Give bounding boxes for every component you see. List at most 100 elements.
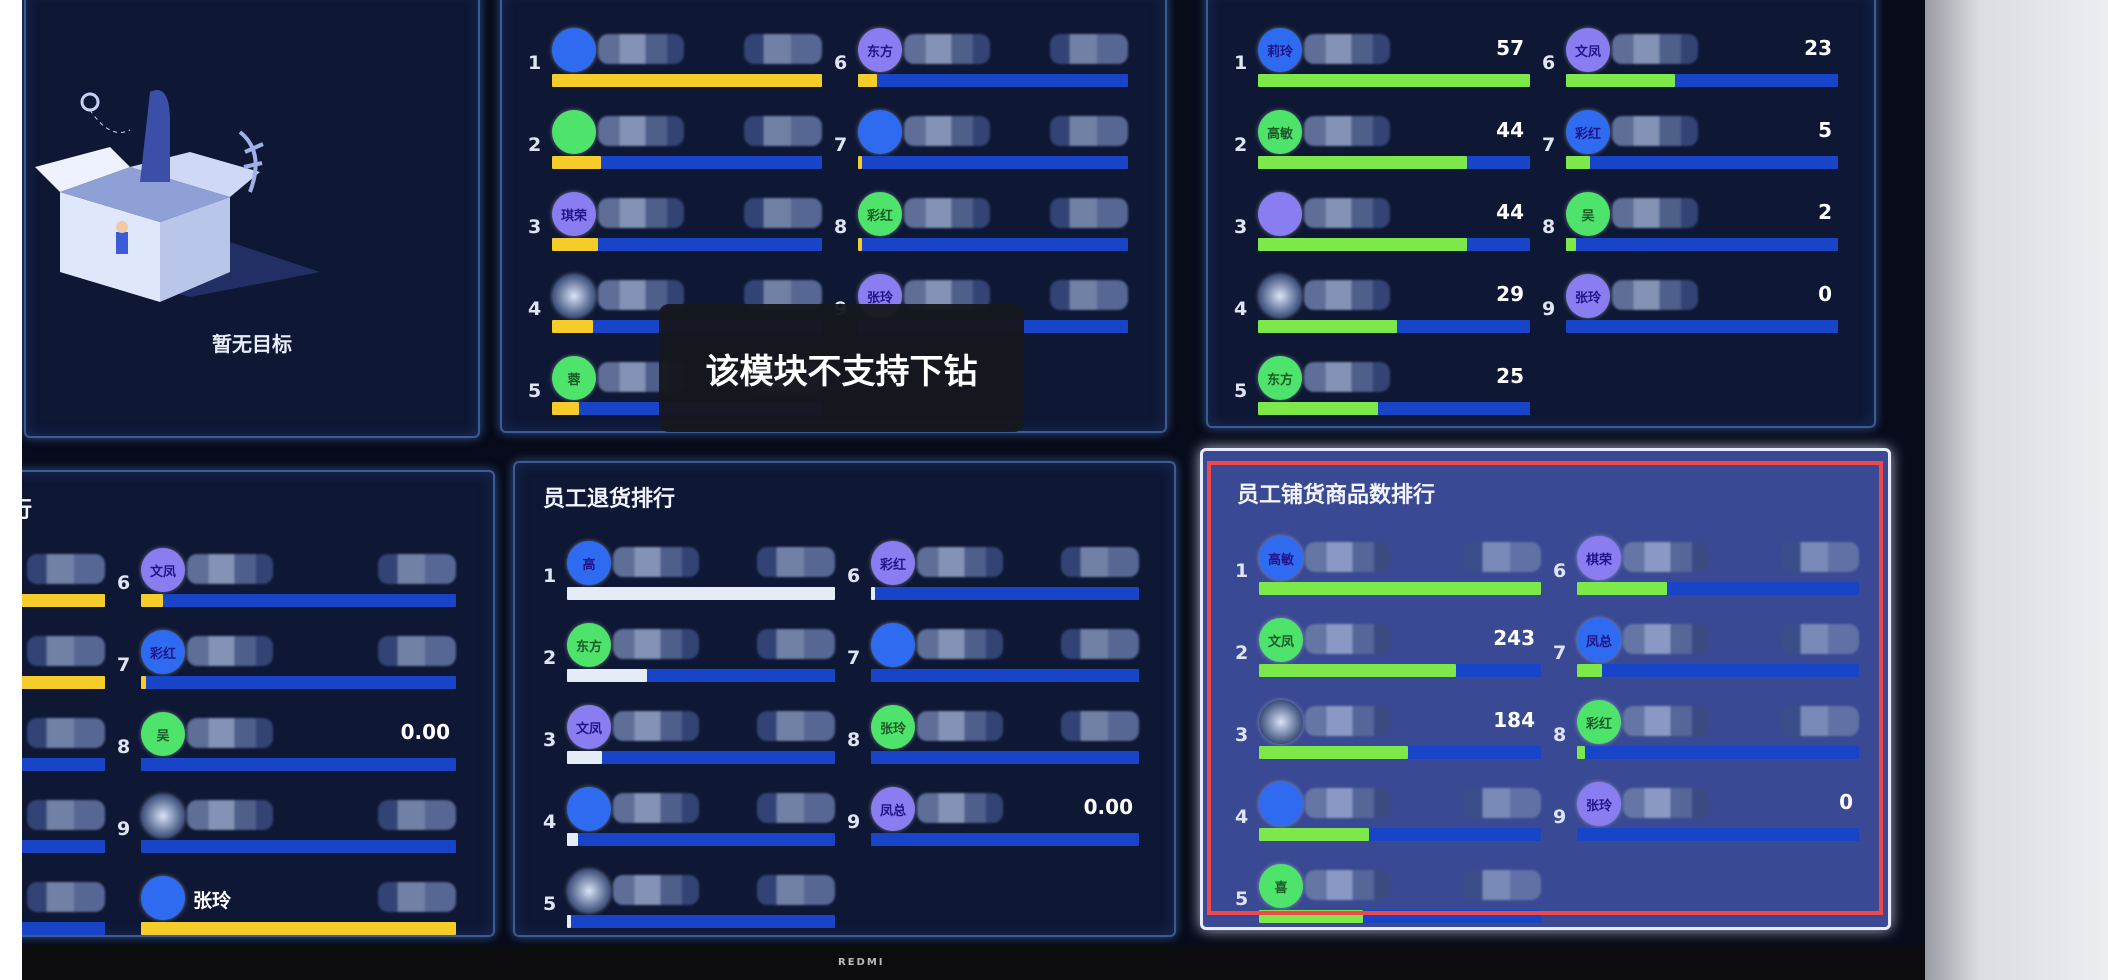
progress-fill — [552, 320, 593, 333]
progress-bar — [1258, 402, 1530, 415]
avatar: 文凤 — [141, 548, 185, 592]
avatar: 东方 — [858, 28, 902, 72]
ranking-row[interactable]: 3 文凤 — [543, 693, 835, 775]
rank-number: 8 — [847, 729, 861, 751]
tv-brand-logo: REDMI — [838, 957, 885, 968]
progress-fill — [858, 238, 863, 251]
rank-number: 4 — [528, 298, 542, 320]
progress-bar — [871, 751, 1139, 764]
progress-bar — [871, 587, 1139, 600]
redacted-name — [598, 116, 684, 146]
ranking-row[interactable]: 8 张玲 — [847, 693, 1139, 775]
progress-bar — [1258, 74, 1530, 87]
ranking-row[interactable]: 4 — [1235, 770, 1541, 852]
ranking-row[interactable]: 1 莉玲 57 — [1234, 16, 1530, 98]
ranking-row[interactable]: 6 东方 — [834, 16, 1128, 98]
progress-bar — [567, 833, 835, 846]
ranking-row[interactable]: 6 彩红 — [847, 529, 1139, 611]
rank-number: 6 — [117, 572, 131, 594]
redacted-value — [1463, 870, 1541, 900]
ranking-row[interactable]: 4 — [543, 775, 835, 857]
panel-ranking-top-middle[interactable]: 123琪荣45蓉6东方78彩红9张玲 — [500, 0, 1167, 433]
redacted-value — [744, 34, 822, 64]
ranking-row[interactable]: 7 彩红 — [117, 618, 456, 700]
ranking-row[interactable]: 3 184 — [1235, 688, 1541, 770]
redacted-value — [1463, 542, 1541, 572]
panel-ranking-top-right[interactable]: 1 莉玲 57 2 高敏 44 3 44 4 29 5 东方 25 6 文凤 23 7 彩红 5 8 吴 2 9 张玲 0 — [1206, 0, 1876, 428]
avatar: 凤总 — [1577, 618, 1621, 662]
ranking-row[interactable]: 张玲 — [141, 864, 456, 935]
ranking-row[interactable]: 3 琪荣 — [528, 180, 822, 262]
progress-fill — [1258, 156, 1468, 169]
avatar — [141, 876, 185, 920]
avatar: 彩红 — [871, 541, 915, 585]
rank-value: 23 — [1804, 36, 1832, 60]
ranking-row[interactable]: 7 — [834, 98, 1128, 180]
ranking-row[interactable]: 8 吴 0.00 — [117, 700, 456, 782]
avatar-image — [1259, 700, 1303, 744]
ranking-row[interactable]: 6 文凤 23 — [1542, 16, 1838, 98]
redacted-name — [1305, 624, 1391, 654]
progress-fill — [1566, 156, 1591, 169]
rank-value: 0 — [1839, 790, 1853, 814]
ranking-row[interactable]: 1 — [528, 16, 822, 98]
ranking-row[interactable]: 9 — [117, 782, 456, 864]
avatar: 凤总 — [871, 787, 915, 831]
progress-fill — [1258, 402, 1378, 415]
progress-fill — [552, 402, 579, 415]
ranking-row[interactable] — [0, 864, 105, 935]
ranking-row[interactable]: 1 高敏 — [1235, 524, 1541, 606]
progress-fill — [552, 156, 601, 169]
progress-bar — [141, 840, 456, 853]
redacted-value — [757, 711, 835, 741]
ranking-row[interactable]: 4 29 — [1234, 262, 1530, 344]
ranking-row[interactable]: 2 高敏 44 — [1234, 98, 1530, 180]
avatar: 彩红 — [1577, 700, 1621, 744]
avatar: 喜 — [1259, 864, 1303, 908]
progress-bar — [858, 156, 1128, 169]
panel-employee-returns-ranking[interactable]: 员工退货排行 1 高 2 东方 3 文凤 4 5 6 彩红 7 8 张玲 9 凤总 0.00 — [513, 461, 1176, 937]
rank-number: 8 — [834, 216, 848, 238]
ranking-row[interactable]: 5 东方 25 — [1234, 344, 1530, 426]
ranking-row[interactable] — [0, 782, 105, 864]
ranking-row[interactable]: 2 — [528, 98, 822, 180]
progress-bar — [141, 676, 456, 689]
ranking-row[interactable]: 3 44 — [1234, 180, 1530, 262]
progress-fill — [1259, 582, 1541, 595]
ranking-row[interactable]: 6 文凤 — [117, 536, 456, 618]
redacted-value — [378, 636, 456, 666]
ranking-row[interactable]: 2 东方 — [543, 611, 835, 693]
ranking-row[interactable]: 7 凤总 — [1553, 606, 1859, 688]
ranking-row[interactable] — [0, 700, 105, 782]
rank-number: 5 — [543, 893, 557, 915]
ranking-row[interactable]: 2 文凤 243 — [1235, 606, 1541, 688]
ranking-row[interactable]: 7 — [847, 611, 1139, 693]
progress-bar — [552, 74, 822, 87]
progress-bar — [871, 833, 1139, 846]
progress-bar — [1258, 238, 1530, 251]
progress-bar — [552, 156, 822, 169]
avatar: 彩红 — [858, 192, 902, 236]
progress-bar — [871, 669, 1139, 682]
ranking-row[interactable] — [0, 618, 105, 700]
redacted-value — [378, 800, 456, 830]
panel-employee-stocked-items-ranking[interactable]: 员工铺货商品数排行 1 高敏 2 文凤 243 3 184 4 5 喜 6 棋荣 7 凤总 8 彩红 9 张玲 0 — [1200, 448, 1891, 930]
ranking-row[interactable]: 8 彩红 — [1553, 688, 1859, 770]
redacted-name — [1623, 542, 1709, 572]
redacted-name — [917, 793, 1003, 823]
ranking-row[interactable]: 6 棋荣 — [1553, 524, 1859, 606]
redacted-value — [757, 875, 835, 905]
ranking-row[interactable] — [0, 536, 105, 618]
ranking-row[interactable]: 9 张玲 0 — [1542, 262, 1838, 344]
ranking-row[interactable]: 8 彩红 — [834, 180, 1128, 262]
progress-fill — [1259, 664, 1457, 677]
ranking-row[interactable]: 7 彩红 5 — [1542, 98, 1838, 180]
ranking-row[interactable]: 5 — [543, 857, 835, 935]
progress-bar — [1566, 156, 1838, 169]
panel-targets[interactable]: 暂无目标 — [24, 0, 480, 438]
ranking-row[interactable]: 9 张玲 0 — [1553, 770, 1859, 852]
ranking-row[interactable]: 9 凤总 0.00 — [847, 775, 1139, 857]
